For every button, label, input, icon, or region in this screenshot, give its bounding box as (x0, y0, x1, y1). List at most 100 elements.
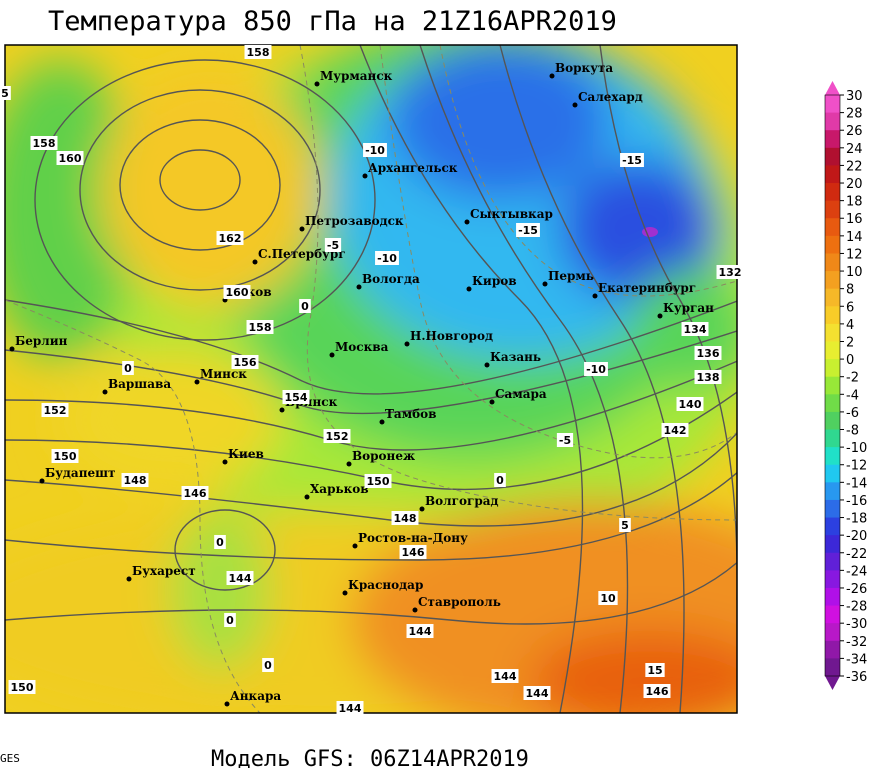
colorbar-band (825, 183, 840, 202)
isotherms (5, 45, 737, 713)
colorbar-band (825, 253, 840, 272)
colorbar-band (825, 605, 840, 624)
temperature-label: -10 (377, 252, 397, 265)
colorbar-band (825, 376, 840, 395)
colorbar-band (825, 200, 840, 219)
city-label: Анкара (230, 689, 281, 703)
colorbar-band (825, 341, 840, 360)
colorbar-label: 2 (846, 335, 854, 350)
colorbar-label: 16 (846, 212, 863, 227)
colorbar-label: 20 (846, 177, 863, 192)
height-label-box (399, 545, 427, 559)
colorbar-band (825, 447, 840, 466)
city-label: Минск (200, 367, 247, 381)
colorbar-bottom-arrow (825, 676, 840, 690)
colorbar-band (825, 288, 840, 307)
city-label: Ставрополь (418, 595, 501, 609)
colorbar-label: 22 (846, 159, 863, 174)
city-dot (412, 607, 418, 613)
height-label: 152 (44, 404, 67, 417)
city-dot (489, 399, 495, 405)
height-label: 160 (226, 286, 249, 299)
height-label: 136 (697, 347, 720, 360)
colorbar-band (825, 640, 840, 659)
colorbar-label: -12 (846, 459, 867, 474)
city-label: Петрозаводск (305, 214, 404, 228)
temperature-label-box (224, 613, 236, 627)
height-label: 150 (11, 681, 34, 694)
colorbar-band (825, 658, 840, 677)
height-label-box (30, 136, 58, 150)
city-dot (304, 494, 310, 500)
city-label: Варшава (108, 377, 171, 391)
height-label: 158 (247, 46, 270, 59)
height-label: 158 (249, 321, 272, 334)
height-label-box (231, 355, 259, 369)
colorbar-label: -16 (846, 494, 867, 509)
temperature-label: 5 (1, 87, 9, 100)
temperature-label: -15 (622, 154, 642, 167)
city-label: Харьков (310, 482, 369, 496)
temperature-label: 0 (496, 474, 504, 487)
model-caption: Модель GFS: 06Z14APR2019 (211, 747, 529, 768)
height-label: 156 (234, 356, 257, 369)
temperature-label-box (299, 299, 311, 313)
height-label: 138 (697, 371, 720, 384)
colorbar-label: -30 (846, 617, 867, 632)
city-dot (419, 506, 425, 512)
colorbar-top-arrow (825, 81, 840, 95)
height-label-box (41, 403, 69, 417)
colorbar-label: 4 (846, 318, 854, 333)
height-label: 142 (664, 424, 687, 437)
height-label: 144 (494, 670, 517, 683)
colorbar-label: -10 (846, 441, 867, 456)
height-label-box (694, 370, 722, 384)
city-label: Сыктывкар (470, 207, 553, 221)
height-label: 144 (339, 702, 362, 715)
height-label: 158 (33, 137, 56, 150)
colorbar-band (825, 147, 840, 166)
colorbar-band (825, 112, 840, 131)
temperature-label: 0 (301, 300, 309, 313)
colorbar-label: -4 (846, 388, 859, 403)
city-label: Ростов-на-Дону (358, 531, 468, 545)
colorbar-band (825, 464, 840, 483)
temperature-label-box (375, 251, 399, 265)
colorbar-label: 6 (846, 300, 854, 315)
height-label-box (681, 322, 709, 336)
temperature-label: -10 (586, 363, 606, 376)
temperature-label: 0 (226, 614, 234, 627)
height-label-box (336, 701, 364, 715)
colorbar-label: 28 (846, 107, 863, 122)
city-dot (542, 281, 548, 287)
temperature-label-box (494, 473, 506, 487)
height-label-box (181, 486, 209, 500)
colorbar-label: -32 (846, 635, 867, 650)
city-dot (592, 293, 598, 299)
height-label-box (676, 397, 704, 411)
height-label-box (523, 686, 551, 700)
colorbar-label: 30 (846, 89, 863, 104)
colorbar-band (825, 394, 840, 413)
city-dot (379, 419, 385, 425)
city-dot (352, 543, 358, 549)
colorbar-label: -26 (846, 582, 867, 597)
temperature-label-box (363, 143, 387, 157)
city-label: Вологда (362, 272, 420, 286)
city-label: Пермь (548, 269, 594, 283)
temperature-label: -5 (559, 434, 571, 447)
city-label: Казань (490, 350, 541, 364)
city-dot (252, 259, 258, 265)
colorbar-label: 0 (846, 353, 854, 368)
temperature-label-box (584, 362, 608, 376)
temperature-label-box (0, 86, 11, 100)
temperature-label-box (214, 535, 226, 549)
colorbar-band (825, 517, 840, 536)
colorbar-band (825, 587, 840, 607)
colorbar-band (825, 271, 840, 290)
colorbar-label: 24 (846, 142, 863, 157)
title: Температура 850 гПа на 21Z16APR2019 (48, 6, 617, 37)
city-dot (404, 341, 410, 347)
city-label: Берлин (15, 334, 68, 348)
